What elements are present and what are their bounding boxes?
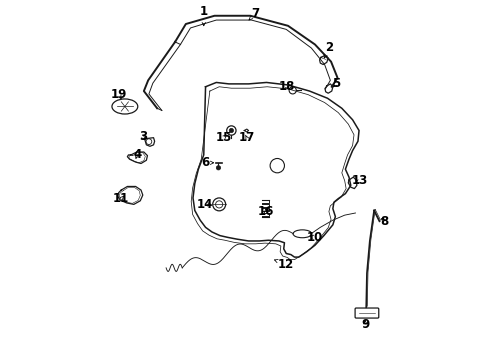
Text: 18: 18 (279, 80, 295, 93)
Text: 6: 6 (201, 156, 214, 169)
Text: 8: 8 (381, 215, 389, 228)
Text: 14: 14 (196, 198, 213, 211)
Text: 3: 3 (139, 130, 147, 144)
Text: 2: 2 (324, 41, 333, 58)
Ellipse shape (112, 99, 138, 114)
Text: 12: 12 (274, 258, 294, 271)
Circle shape (216, 166, 220, 170)
Text: 10: 10 (307, 231, 323, 244)
Text: 15: 15 (215, 131, 232, 144)
Text: 9: 9 (361, 318, 369, 331)
Text: 16: 16 (258, 205, 274, 218)
Text: 17: 17 (239, 131, 255, 144)
Text: 1: 1 (200, 5, 208, 26)
Text: 5: 5 (332, 77, 341, 90)
Text: 11: 11 (113, 192, 129, 205)
Text: 19: 19 (111, 88, 127, 101)
Text: 4: 4 (133, 148, 142, 161)
Circle shape (229, 129, 234, 133)
Text: 13: 13 (352, 174, 368, 187)
Text: 7: 7 (249, 7, 260, 20)
Ellipse shape (293, 230, 312, 238)
FancyBboxPatch shape (355, 308, 379, 318)
